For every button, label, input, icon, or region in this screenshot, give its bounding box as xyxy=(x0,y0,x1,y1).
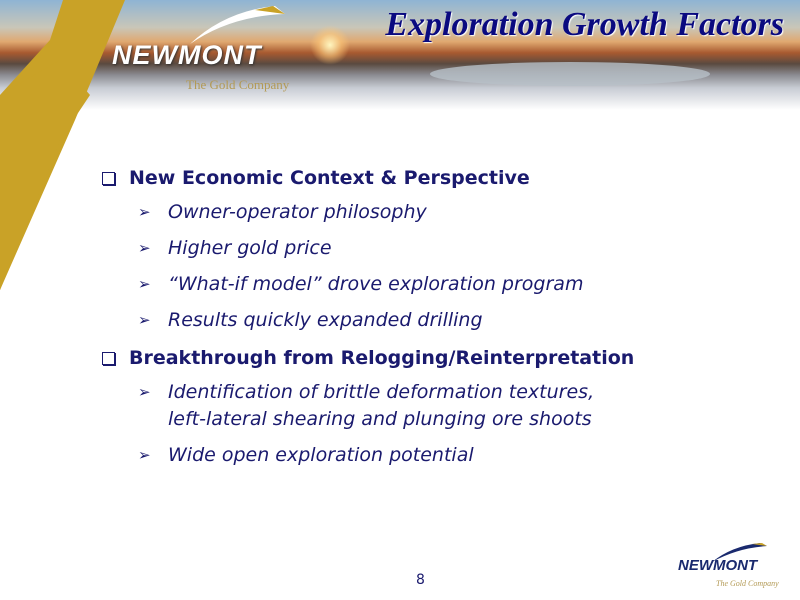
arrow-bullet-icon: ➢ xyxy=(138,311,151,329)
footer-logo-tagline: The Gold Company xyxy=(716,579,779,588)
item-text: “What-if model” drove exploration progra… xyxy=(168,273,584,295)
heading-text: Breakthrough from Relogging/Reinterpreta… xyxy=(129,347,635,369)
item-text: Owner-operator philosophy xyxy=(168,201,427,223)
square-bullet-icon xyxy=(102,351,115,365)
section-heading: New Economic Context & Perspective xyxy=(102,163,634,193)
footer-logo: NEWMONT xyxy=(678,557,758,574)
list-item: ➢ “What-if model” drove exploration progr… xyxy=(138,271,634,298)
slide-title: Exploration Growth Factors xyxy=(385,6,784,43)
list-item: ➢ Higher gold price xyxy=(138,235,634,262)
logo-text: NEWMONT xyxy=(112,40,262,70)
list-item: ➢ Wide open exploration potential xyxy=(138,442,634,469)
logo-swoosh-icon xyxy=(190,6,285,44)
page-number: 8 xyxy=(416,572,425,588)
item-text: Results quickly expanded drilling xyxy=(168,309,483,331)
header-banner-photo xyxy=(0,0,800,110)
arrow-bullet-icon: ➢ xyxy=(138,275,151,293)
item-text: Higher gold price xyxy=(168,237,332,259)
pond xyxy=(430,62,710,86)
arrow-bullet-icon: ➢ xyxy=(138,203,151,221)
logo-tagline: The Gold Company xyxy=(186,77,290,92)
list-item: ➢ Identification of brittle deformation t… xyxy=(138,379,608,433)
arrow-bullet-icon: ➢ xyxy=(138,383,151,401)
section-heading: Breakthrough from Relogging/Reinterpreta… xyxy=(102,343,634,373)
arrow-bullet-icon: ➢ xyxy=(138,239,151,257)
sun-glow xyxy=(310,25,350,65)
square-bullet-icon xyxy=(102,171,115,185)
item-text: Wide open exploration potential xyxy=(168,444,474,466)
bullet-list: New Economic Context & Perspective ➢ Owne… xyxy=(102,160,634,478)
list-item: ➢ Owner-operator philosophy xyxy=(138,199,634,226)
footer-logo-swoosh-icon xyxy=(712,543,767,562)
heading-text: New Economic Context & Perspective xyxy=(129,167,530,189)
list-item: ➢ Results quickly expanded drilling xyxy=(138,307,634,334)
gold-wedge-decoration xyxy=(0,0,125,290)
item-text: Identification of brittle deformation te… xyxy=(168,381,595,430)
arrow-bullet-icon: ➢ xyxy=(138,446,151,464)
